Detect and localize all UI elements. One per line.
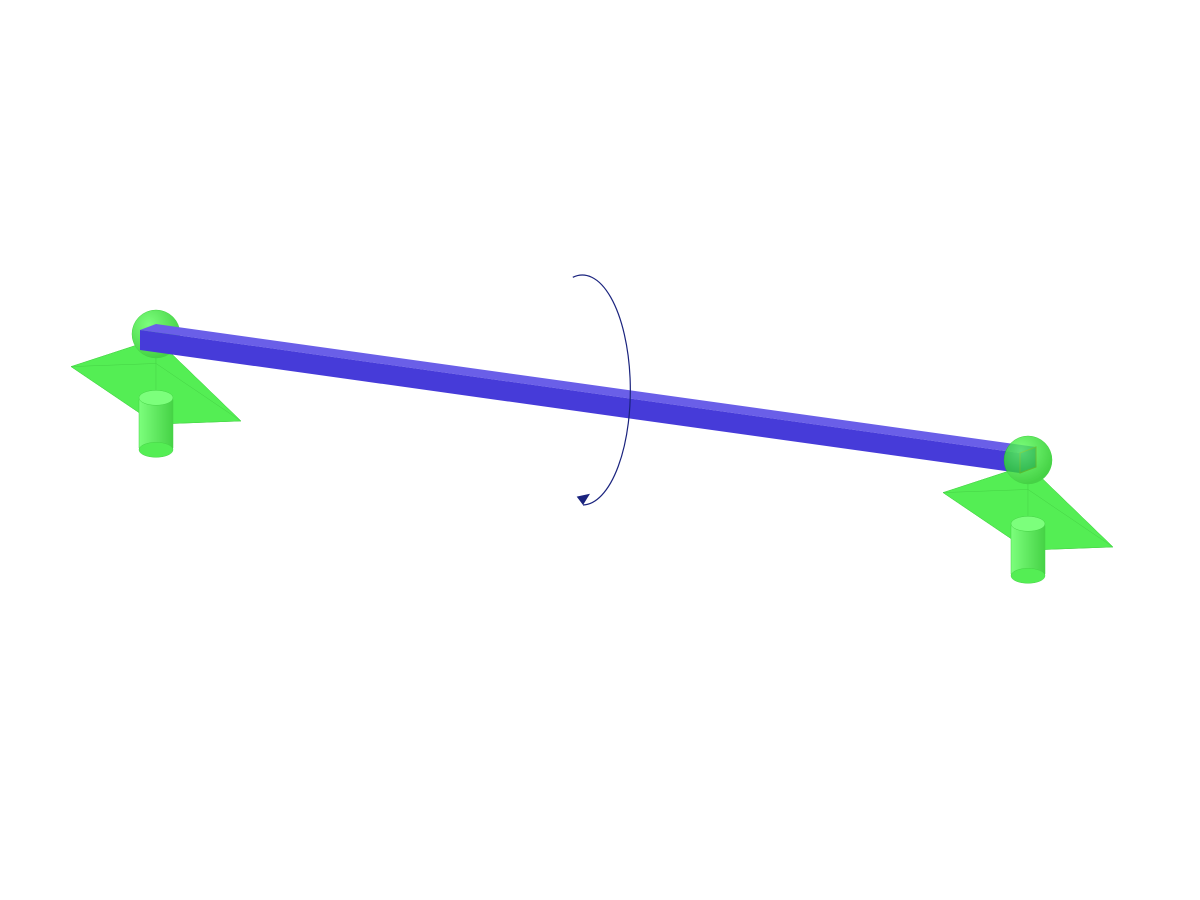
structural-beam-diagram <box>0 0 1200 900</box>
beam-member <box>140 324 1036 473</box>
